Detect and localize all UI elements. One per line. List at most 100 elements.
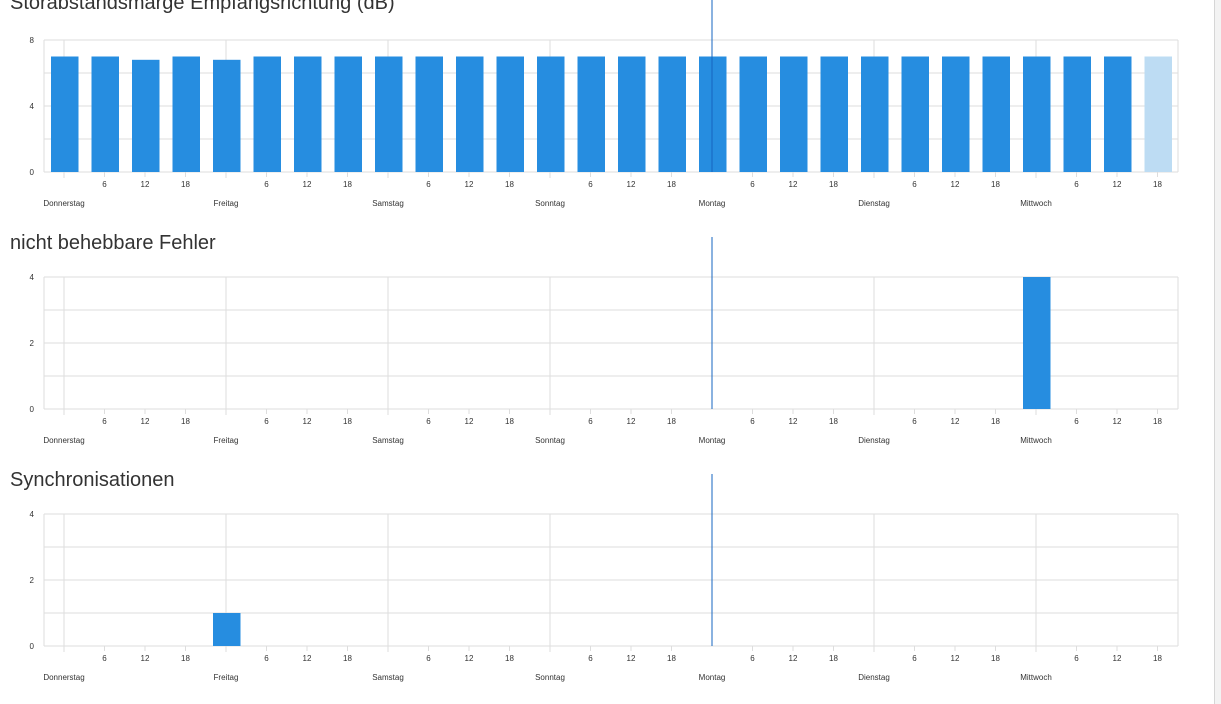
x-tick-label: 12 bbox=[303, 654, 312, 663]
x-tick-label: 6 bbox=[588, 180, 593, 189]
x-day-label: Freitag bbox=[214, 199, 239, 208]
bar bbox=[334, 56, 362, 172]
bar bbox=[1023, 277, 1051, 409]
x-tick-label: 18 bbox=[343, 180, 352, 189]
bar bbox=[739, 56, 767, 172]
bar bbox=[213, 613, 241, 646]
bar bbox=[1104, 56, 1132, 172]
bar bbox=[375, 56, 403, 172]
bar bbox=[780, 56, 808, 172]
x-tick-label: 18 bbox=[1153, 417, 1162, 426]
x-tick-label: 18 bbox=[991, 180, 1000, 189]
snr-margin-chart: 0 4 8 6 12 18 6 12 18 6 12 18 6 12 18 6 12 18 6 12 18 6 12 18 Do… bbox=[30, 0, 1179, 208]
x-tick-label: 12 bbox=[141, 180, 150, 189]
x-day-label: Dienstag bbox=[858, 673, 890, 682]
x-tick-label: 12 bbox=[951, 417, 960, 426]
x-tick-label: 6 bbox=[750, 180, 755, 189]
x-tick-label: 18 bbox=[667, 180, 676, 189]
x-tick-label: 6 bbox=[264, 654, 269, 663]
y-tick-label: 8 bbox=[30, 36, 35, 45]
y-tick-label: 0 bbox=[30, 642, 35, 651]
bar bbox=[658, 56, 686, 172]
x-tick-label: 6 bbox=[750, 417, 755, 426]
bar bbox=[415, 56, 443, 172]
uncorrectable-errors-chart: 0 2 4 6 12 18 6 12 18 6 12 18 6 12 18 6 12 18 6 12 18 6 12 18 Do… bbox=[30, 237, 1179, 445]
y-tick-label: 2 bbox=[30, 576, 35, 585]
synchronizations-chart: 0 2 4 6 12 18 6 12 18 6 12 18 6 12 18 6 12 18 6 12 18 6 12 18 Do… bbox=[30, 474, 1179, 682]
x-tick-label: 12 bbox=[465, 180, 474, 189]
x-tick-label: 18 bbox=[829, 654, 838, 663]
x-tick-label: 18 bbox=[991, 654, 1000, 663]
x-tick-label: 18 bbox=[667, 654, 676, 663]
bar bbox=[213, 59, 241, 172]
x-day-label: Montag bbox=[699, 673, 726, 682]
bar bbox=[577, 56, 605, 172]
bar bbox=[1023, 56, 1051, 172]
x-tick-label: 12 bbox=[303, 417, 312, 426]
x-tick-label: 6 bbox=[1074, 654, 1079, 663]
x-tick-label: 18 bbox=[181, 417, 190, 426]
bar bbox=[901, 56, 929, 172]
bar bbox=[699, 56, 727, 172]
bar bbox=[253, 56, 281, 172]
x-tick-label: 6 bbox=[426, 180, 431, 189]
x-day-label: Sonntag bbox=[535, 673, 565, 682]
x-day-label: Freitag bbox=[214, 436, 239, 445]
y-tick-label: 4 bbox=[30, 102, 35, 111]
x-tick-label: 18 bbox=[505, 180, 514, 189]
x-tick-label: 18 bbox=[505, 417, 514, 426]
x-tick-label: 12 bbox=[1113, 180, 1122, 189]
x-day-label: Dienstag bbox=[858, 199, 890, 208]
bar bbox=[942, 56, 970, 172]
x-tick-label: 6 bbox=[912, 654, 917, 663]
bar bbox=[294, 56, 322, 172]
x-tick-label: 18 bbox=[343, 417, 352, 426]
x-tick-label: 12 bbox=[465, 654, 474, 663]
bar bbox=[982, 56, 1010, 172]
x-tick-label: 6 bbox=[264, 417, 269, 426]
bar bbox=[861, 56, 889, 172]
x-tick-label: 6 bbox=[588, 417, 593, 426]
x-day-label: Donnerstag bbox=[43, 199, 84, 208]
x-day-label: Samstag bbox=[372, 436, 404, 445]
x-tick-label: 12 bbox=[627, 180, 636, 189]
x-tick-label: 12 bbox=[627, 417, 636, 426]
x-tick-label: 12 bbox=[141, 654, 150, 663]
chart-title: nicht behebbare Fehler bbox=[10, 232, 216, 254]
scrollbar[interactable] bbox=[1214, 0, 1221, 704]
x-tick-label: 18 bbox=[667, 417, 676, 426]
x-tick-label: 6 bbox=[1074, 417, 1079, 426]
x-tick-label: 12 bbox=[303, 180, 312, 189]
x-tick-label: 6 bbox=[750, 654, 755, 663]
bar bbox=[820, 56, 848, 172]
x-tick-label: 6 bbox=[912, 417, 917, 426]
y-tick-label: 2 bbox=[30, 339, 35, 348]
x-tick-label: 6 bbox=[912, 180, 917, 189]
x-tick-label: 18 bbox=[1153, 654, 1162, 663]
x-tick-label: 6 bbox=[426, 417, 431, 426]
x-day-label: Donnerstag bbox=[43, 673, 84, 682]
x-tick-label: 6 bbox=[264, 180, 269, 189]
x-tick-label: 12 bbox=[1113, 417, 1122, 426]
x-day-label: Montag bbox=[699, 199, 726, 208]
bar bbox=[1144, 56, 1172, 172]
y-tick-label: 0 bbox=[30, 405, 35, 414]
x-day-label: Mittwoch bbox=[1020, 436, 1052, 445]
y-tick-label: 0 bbox=[30, 168, 35, 177]
x-day-label: Samstag bbox=[372, 199, 404, 208]
x-tick-label: 18 bbox=[343, 654, 352, 663]
x-tick-label: 12 bbox=[789, 180, 798, 189]
bar bbox=[1063, 56, 1091, 172]
chart-title: Störabstandsmarge Empfangsrichtung (dB) bbox=[10, 0, 395, 14]
x-tick-label: 6 bbox=[426, 654, 431, 663]
bar bbox=[172, 56, 200, 172]
x-tick-label: 12 bbox=[789, 654, 798, 663]
x-day-label: Sonntag bbox=[535, 436, 565, 445]
x-tick-label: 18 bbox=[181, 654, 190, 663]
x-tick-label: 12 bbox=[465, 417, 474, 426]
x-day-label: Dienstag bbox=[858, 436, 890, 445]
bar bbox=[51, 56, 79, 172]
x-day-label: Montag bbox=[699, 436, 726, 445]
x-tick-label: 6 bbox=[1074, 180, 1079, 189]
x-tick-label: 12 bbox=[141, 417, 150, 426]
